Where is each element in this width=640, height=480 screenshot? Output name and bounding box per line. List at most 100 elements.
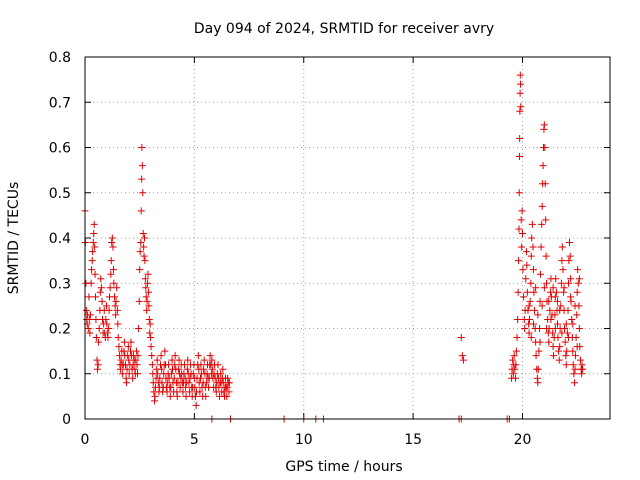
data-point [517, 216, 525, 224]
data-point [459, 356, 467, 364]
data-point [560, 284, 568, 292]
data-point [515, 189, 523, 197]
data-point [555, 347, 563, 355]
data-point [519, 229, 526, 237]
data-point [197, 361, 205, 369]
data-point [578, 361, 586, 369]
data-point [523, 288, 531, 296]
x-tick-labels: 0 5 10 15 20 [81, 432, 532, 448]
data-point [170, 374, 178, 382]
y-axis-label: SRMTID / TECUs [6, 182, 22, 295]
data-point [144, 288, 152, 296]
data-point [125, 370, 133, 378]
data-point [566, 252, 574, 260]
data-point [134, 352, 142, 360]
data-point [173, 392, 181, 400]
data-point [527, 279, 535, 287]
data-point [574, 279, 582, 287]
data-point [104, 334, 112, 342]
data-point [545, 297, 553, 305]
data-point [85, 293, 93, 301]
data-point [146, 329, 154, 337]
y-tick-labels: 0 0.1 0.2 0.3 0.4 0.5 0.6 0.7 0.8 [49, 50, 71, 428]
data-point [557, 279, 565, 287]
data-point [573, 343, 581, 351]
data-point [92, 315, 100, 323]
data-point [554, 334, 562, 342]
data-point [564, 306, 572, 314]
data-point [528, 220, 536, 228]
data-point [124, 343, 132, 351]
data-point [179, 388, 187, 396]
data-point [551, 293, 559, 301]
data-point [140, 243, 148, 251]
data-point [141, 234, 148, 242]
data-point [95, 338, 103, 346]
data-series-srmtid [81, 71, 587, 423]
data-point [562, 361, 570, 369]
grid-lines [85, 57, 610, 419]
data-point [573, 311, 581, 319]
x-tick-label: 20 [514, 432, 532, 448]
data-point [89, 248, 97, 256]
data-point [183, 365, 191, 373]
data-point [516, 107, 524, 115]
data-point [515, 225, 523, 233]
data-point [109, 266, 117, 274]
y-tick-label: 0.8 [49, 50, 71, 66]
data-point [547, 315, 555, 323]
data-point [564, 279, 572, 287]
data-point [562, 352, 570, 360]
data-point [575, 325, 583, 332]
data-point [182, 383, 190, 391]
data-point [524, 306, 532, 314]
data-point [571, 302, 579, 310]
data-point [202, 379, 210, 387]
data-point [525, 329, 533, 337]
data-point [93, 356, 101, 364]
data-point [97, 275, 105, 283]
data-point [567, 275, 575, 283]
data-point [219, 365, 227, 373]
data-point [171, 361, 179, 369]
data-point [119, 370, 127, 378]
data-point [509, 370, 517, 378]
data-point [91, 243, 99, 251]
data-point [569, 347, 577, 355]
data-point [531, 306, 539, 314]
data-point [522, 248, 530, 256]
data-point [575, 275, 583, 283]
data-point [559, 266, 567, 274]
data-point [110, 279, 118, 287]
data-point [515, 153, 523, 161]
data-point [105, 306, 113, 314]
data-point [102, 315, 110, 323]
data-point [120, 338, 128, 346]
data-point [171, 352, 179, 360]
data-point [536, 270, 544, 278]
x-tick-label: 10 [295, 432, 313, 448]
data-point [108, 234, 116, 242]
data-point [457, 334, 465, 342]
x-tick-label: 0 [81, 432, 90, 448]
data-point [117, 356, 125, 364]
data-point [540, 284, 548, 292]
data-point [525, 302, 533, 310]
data-point [545, 338, 553, 346]
data-point [514, 288, 522, 296]
data-point [145, 315, 153, 323]
data-point [215, 383, 223, 391]
data-point [208, 365, 216, 373]
data-point [526, 315, 533, 323]
data-point [223, 392, 231, 400]
data-point [158, 365, 166, 373]
data-point [529, 243, 537, 251]
data-point [111, 302, 119, 310]
data-point [572, 334, 580, 342]
data-point [140, 252, 148, 260]
data-point [511, 365, 519, 373]
data-point [182, 392, 190, 400]
data-point [92, 334, 100, 342]
data-point [103, 320, 111, 328]
data-point [107, 257, 115, 265]
